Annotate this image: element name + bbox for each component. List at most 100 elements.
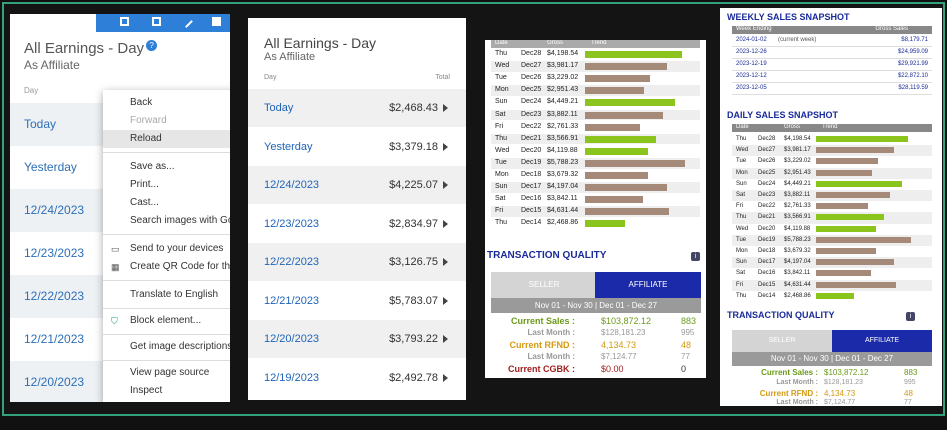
menu-block-element[interactable]: ⛉ Block element...	[111, 315, 202, 326]
tab-seller[interactable]: SELLER	[732, 330, 832, 352]
shield-icon: ⛉	[111, 316, 118, 326]
daily-table-header: Date Gross Trend	[732, 124, 932, 132]
daily-gross: $2,761.33	[547, 122, 579, 130]
last-month-sales-count: 995	[681, 328, 695, 337]
toolbar-edit-icon[interactable]	[180, 15, 193, 28]
earnings-row[interactable]: 12/21/2023 $5,783.07	[248, 282, 466, 320]
tab-affiliate[interactable]: AFFILIATE	[595, 272, 701, 298]
toolbar-copy-icon[interactable]	[152, 17, 161, 26]
earnings-row-date[interactable]: 12/24/2023	[24, 203, 85, 217]
menu-search-images[interactable]: Search images with Google	[130, 215, 230, 226]
earnings-row-date[interactable]: 12/20/2023	[264, 333, 320, 345]
earnings-row[interactable]: 12/22/2023 $3,126.75	[248, 243, 466, 281]
earnings-row-date[interactable]: Today	[24, 117, 57, 131]
daily-row: Sat Dec23 $3,882.11	[491, 109, 700, 121]
chevron-right-icon[interactable]	[443, 219, 448, 228]
earnings-row-date[interactable]: 12/20/2023	[24, 375, 85, 389]
earnings-row[interactable]: Yesterday $3,379.18	[248, 128, 466, 166]
weekly-date-link[interactable]: 2023-12-26	[736, 49, 767, 55]
toolbar-move-icon[interactable]	[120, 17, 129, 26]
daily-date: Dec20	[521, 146, 542, 154]
trend-bar	[585, 51, 682, 58]
weekly-date-link[interactable]: 2024-01-02	[736, 37, 767, 43]
earnings-row[interactable]: 12/20/2023 $3,793.22	[248, 320, 466, 358]
sales-snapshot-panel: Date Gross Trend Thu Dec28 $4,198.54 Wed Dec…	[485, 40, 706, 378]
daily-dow: Thu	[495, 219, 508, 227]
earnings-row-date[interactable]: 12/23/2023	[24, 246, 85, 260]
chevron-right-icon[interactable]	[443, 335, 448, 343]
earnings-row[interactable]: 12/21/2023	[10, 318, 230, 361]
earnings-row[interactable]: 12/23/2023	[10, 232, 230, 275]
chevron-right-icon[interactable]	[443, 104, 448, 112]
chevron-right-icon[interactable]	[443, 258, 448, 266]
trend-bar	[816, 136, 908, 142]
earnings-row-date[interactable]: 12/23/2023	[264, 217, 320, 230]
current-cgbk-label: Current CGBK :	[508, 364, 575, 374]
menu-save-as[interactable]: Save as...	[130, 161, 175, 172]
trend-bar	[585, 135, 656, 143]
trend-bar	[816, 203, 868, 210]
daily-row: Sun Dec17 $4,197.04	[732, 257, 932, 269]
earnings-row[interactable]: 12/19/2023 $2,492.78	[248, 359, 466, 397]
chevron-right-icon[interactable]	[443, 181, 448, 189]
weekly-date-link[interactable]: 2023-12-05	[736, 85, 767, 91]
menu-view-source[interactable]: View page source	[130, 367, 210, 378]
info-icon[interactable]: i	[691, 252, 700, 261]
menu-cast[interactable]: Cast...	[130, 197, 159, 208]
menu-translate[interactable]: Translate to English	[130, 289, 219, 300]
menu-create-qr[interactable]: ▦Create QR Code for this page	[111, 261, 230, 272]
earnings-row[interactable]: 12/23/2023 $2,834.97	[248, 205, 466, 243]
daily-date: Dec19	[758, 236, 776, 243]
earnings-row-date[interactable]: 12/21/2023	[24, 332, 85, 346]
current-sales-count: 883	[681, 316, 697, 326]
earnings-row[interactable]: Today $2,468.43	[248, 89, 466, 127]
daily-date: Dec22	[758, 203, 776, 210]
trend-bar	[816, 147, 894, 154]
info-icon[interactable]: i	[906, 312, 915, 321]
daily-row: Thu Dec14 $2,468.86	[491, 218, 700, 229]
menu-send-to-devices[interactable]: ▭ Send to your devices	[111, 243, 224, 254]
earnings-row-date[interactable]: 12/21/2023	[264, 294, 320, 307]
daily-gross: $2,951.43	[784, 169, 811, 176]
earnings-row-total: $4,225.07	[389, 179, 438, 191]
earnings-row-date[interactable]: Yesterday	[24, 160, 77, 174]
weekly-date-link[interactable]: 2023-12-12	[736, 73, 767, 79]
toolbar-delete-icon[interactable]	[212, 17, 221, 26]
daily-gross: $3,842.11	[547, 195, 578, 203]
trend-bar	[816, 259, 894, 266]
weekly-date-link[interactable]: 2023-12-19	[736, 61, 767, 67]
earnings-row-date[interactable]: 12/24/2023	[264, 179, 320, 191]
daily-row: Mon Dec18 $3,679.32	[732, 246, 932, 257]
tab-seller[interactable]: SELLER	[491, 272, 597, 298]
current-sales-count: 883	[904, 368, 918, 377]
earnings-row-date[interactable]: Yesterday	[264, 140, 313, 153]
menu-print[interactable]: Print...	[130, 179, 159, 190]
menu-back[interactable]: Back	[130, 97, 153, 108]
daily-gross: $3,679.32	[784, 248, 811, 254]
earnings-row-date[interactable]: Today	[264, 102, 294, 114]
chevron-right-icon[interactable]	[443, 296, 448, 305]
chevron-right-icon[interactable]	[443, 142, 448, 151]
chevron-right-icon[interactable]	[443, 373, 448, 382]
daily-dow: Wed	[495, 62, 510, 70]
current-sales-label: Current Sales :	[510, 316, 575, 326]
earnings-row-date[interactable]: 12/22/2023	[24, 289, 85, 303]
weekly-snapshot-title: WEEKLY SALES SNAPSHOT	[727, 12, 850, 22]
menu-reload[interactable]: Reload	[103, 130, 230, 148]
menu-image-descriptions[interactable]: Get image descriptions from Google	[130, 341, 230, 352]
earnings-row[interactable]: 12/24/2023 $4,225.07	[248, 166, 466, 204]
earnings-row-date[interactable]: 12/19/2023	[264, 371, 320, 384]
tab-affiliate[interactable]: AFFILIATE	[832, 330, 932, 352]
menu-forward[interactable]: Forward	[130, 115, 167, 126]
daily-gross: $4,449.21	[784, 180, 811, 187]
help-icon[interactable]: ?	[146, 40, 158, 51]
daily-date: Dec18	[758, 248, 776, 254]
earnings-row[interactable]: Yesterday	[10, 146, 230, 189]
menu-inspect[interactable]: Inspect	[130, 385, 163, 396]
menu-separator	[103, 234, 230, 235]
daily-row: Thu Dec14 $2,468.86	[732, 291, 932, 302]
earnings-app-context-panel: All Earnings - Day? As Affiliate Day Tod…	[10, 14, 230, 402]
daily-dow: Wed	[736, 147, 749, 154]
earnings-row-date[interactable]: 12/22/2023	[264, 256, 320, 268]
weekly-row: 2023-12-05 $28,119.59	[732, 83, 932, 95]
